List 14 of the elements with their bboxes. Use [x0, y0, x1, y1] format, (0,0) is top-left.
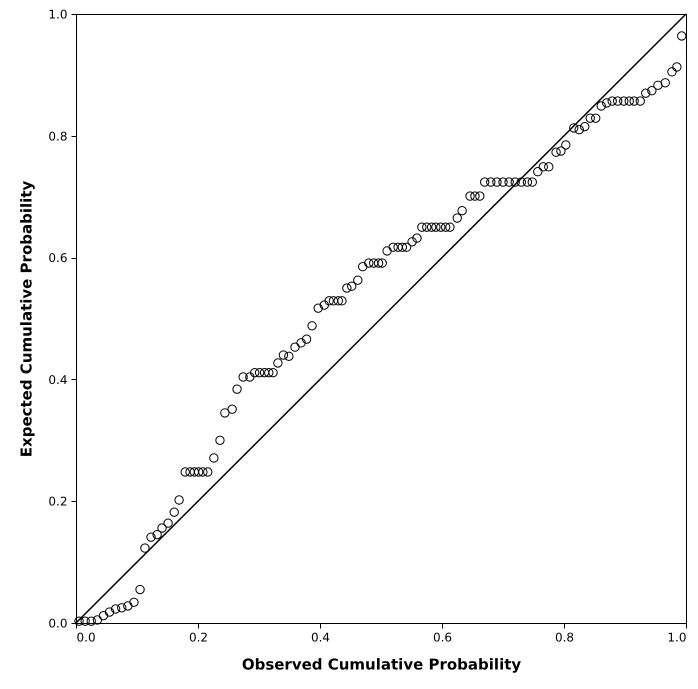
x-tick-label: 0.4	[310, 630, 330, 644]
y-tick-label: 0.4	[48, 372, 68, 387]
y-tick-label: 0.6	[48, 251, 68, 266]
x-tick-label: 1.0	[667, 630, 686, 644]
x-axis-title: Observed Cumulative Probability	[242, 656, 522, 674]
x-tick-label: 0.2	[188, 630, 208, 644]
x-tick-label: 0.8	[554, 630, 574, 644]
y-axis-title: Expected Cumulative Probability	[17, 180, 36, 458]
y-tick-label: 0.2	[48, 494, 68, 509]
y-tick-label: 1.0	[48, 8, 68, 22]
x-tick-label: 0.6	[432, 630, 452, 644]
x-tick-label: 0.0	[76, 630, 96, 644]
y-tick-label: 0.0	[48, 616, 68, 630]
y-tick-label: 0.8	[48, 129, 68, 144]
